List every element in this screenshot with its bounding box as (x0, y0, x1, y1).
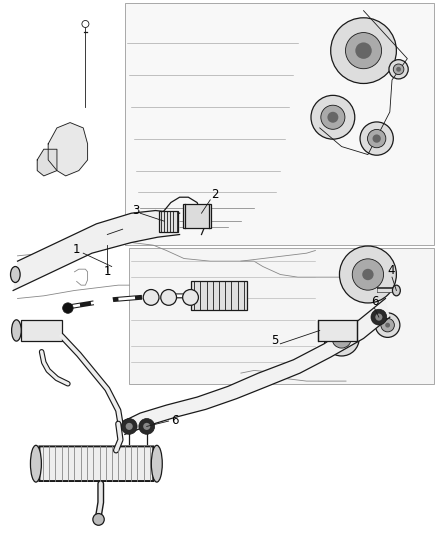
Bar (129, 248, 434, 384)
Polygon shape (118, 298, 390, 434)
Circle shape (126, 423, 133, 430)
FancyBboxPatch shape (39, 447, 153, 481)
Bar (191, 281, 247, 310)
Circle shape (346, 33, 381, 69)
Polygon shape (13, 211, 180, 290)
Polygon shape (37, 149, 57, 176)
Ellipse shape (11, 266, 20, 282)
Ellipse shape (30, 446, 41, 482)
Text: 6: 6 (171, 414, 179, 426)
Ellipse shape (93, 513, 104, 525)
Bar (159, 211, 179, 232)
Text: 1: 1 (73, 243, 81, 256)
Circle shape (339, 246, 396, 303)
Text: 4: 4 (387, 264, 395, 277)
Circle shape (372, 134, 381, 143)
Circle shape (355, 43, 372, 59)
Circle shape (381, 318, 394, 332)
Circle shape (324, 321, 359, 356)
Circle shape (311, 95, 355, 139)
Text: 3: 3 (132, 204, 139, 217)
Text: 5: 5 (272, 334, 279, 346)
Circle shape (362, 269, 374, 280)
Circle shape (375, 313, 400, 337)
Circle shape (331, 18, 396, 84)
Bar (21, 320, 62, 341)
Polygon shape (48, 123, 88, 176)
Bar (318, 320, 357, 341)
Circle shape (385, 322, 390, 328)
Ellipse shape (12, 320, 21, 341)
Circle shape (371, 309, 387, 325)
Circle shape (139, 418, 155, 434)
Circle shape (338, 335, 345, 342)
Circle shape (161, 289, 177, 305)
Circle shape (375, 313, 382, 321)
Circle shape (367, 130, 386, 148)
Circle shape (389, 60, 408, 79)
Circle shape (352, 259, 384, 290)
Ellipse shape (152, 446, 162, 482)
Circle shape (396, 67, 401, 72)
Circle shape (393, 64, 404, 75)
Circle shape (321, 105, 345, 130)
Circle shape (183, 289, 198, 305)
Text: 1: 1 (103, 265, 111, 278)
Ellipse shape (392, 285, 400, 296)
Circle shape (82, 20, 89, 28)
Circle shape (121, 418, 137, 434)
Bar (183, 204, 211, 228)
Circle shape (327, 112, 338, 123)
Text: 2: 2 (211, 188, 219, 201)
Circle shape (143, 289, 159, 305)
Text: 6: 6 (371, 295, 378, 308)
Circle shape (143, 423, 150, 430)
Circle shape (360, 122, 393, 155)
Circle shape (332, 329, 351, 348)
Bar (125, 3, 434, 245)
Circle shape (63, 303, 73, 313)
